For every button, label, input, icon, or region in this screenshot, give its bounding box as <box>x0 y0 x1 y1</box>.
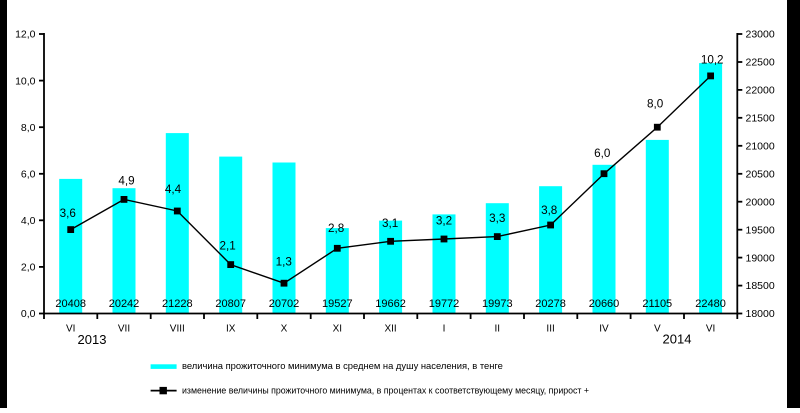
svg-text:22000: 22000 <box>746 85 775 97</box>
svg-text:3,2: 3,2 <box>436 215 452 228</box>
svg-text:18000: 18000 <box>746 308 775 320</box>
svg-text:2,1: 2,1 <box>219 239 235 252</box>
svg-text:10,2: 10,2 <box>701 53 724 66</box>
svg-text:21228: 21228 <box>162 298 193 310</box>
svg-text:20660: 20660 <box>589 298 620 310</box>
svg-text:20500: 20500 <box>746 168 775 180</box>
svg-text:4,9: 4,9 <box>118 175 134 188</box>
svg-text:12,0: 12,0 <box>15 29 36 41</box>
svg-text:3,1: 3,1 <box>382 217 398 230</box>
svg-text:22500: 22500 <box>746 57 775 69</box>
svg-text:IX: IX <box>226 324 236 335</box>
svg-text:6,0: 6,0 <box>21 168 36 180</box>
svg-text:3,3: 3,3 <box>489 212 505 225</box>
svg-text:19973: 19973 <box>482 298 513 310</box>
svg-text:18500: 18500 <box>746 280 775 292</box>
svg-text:III: III <box>546 324 554 335</box>
svg-text:I: I <box>443 324 446 335</box>
svg-text:8,0: 8,0 <box>21 122 36 134</box>
svg-text:XI: XI <box>333 324 342 335</box>
svg-text:20702: 20702 <box>269 298 300 310</box>
svg-text:VIII: VIII <box>170 324 185 335</box>
svg-text:21105: 21105 <box>642 298 672 310</box>
svg-text:22480: 22480 <box>695 298 726 310</box>
svg-text:XII: XII <box>384 324 396 335</box>
svg-text:19527: 19527 <box>322 298 353 310</box>
svg-text:23000: 23000 <box>746 29 775 41</box>
svg-text:8,0: 8,0 <box>647 98 664 111</box>
svg-text:4,0: 4,0 <box>21 215 36 227</box>
svg-text:1,3: 1,3 <box>276 256 292 269</box>
svg-text:V: V <box>654 324 661 335</box>
svg-text:3,6: 3,6 <box>60 207 76 220</box>
svg-text:0,0: 0,0 <box>21 308 36 320</box>
svg-text:20000: 20000 <box>746 196 775 208</box>
svg-text:величина прожиточного минимума: величина прожиточного минимума в среднем… <box>182 360 503 371</box>
svg-text:VI: VI <box>66 324 75 335</box>
svg-text:2,0: 2,0 <box>21 262 36 274</box>
svg-text:3,8: 3,8 <box>541 204 557 217</box>
svg-text:20278: 20278 <box>535 298 566 310</box>
svg-text:21500: 21500 <box>746 113 775 125</box>
svg-text:VII: VII <box>118 324 130 335</box>
svg-text:изменение величины прожиточног: изменение величины прожиточного минимума… <box>182 385 589 395</box>
svg-text:2014: 2014 <box>663 332 692 347</box>
svg-text:10,0: 10,0 <box>15 75 36 87</box>
svg-text:II: II <box>495 324 501 335</box>
svg-text:VI: VI <box>706 324 715 335</box>
svg-text:2,8: 2,8 <box>328 222 344 235</box>
svg-text:20807: 20807 <box>215 298 246 310</box>
svg-text:21000: 21000 <box>746 141 775 153</box>
svg-text:19000: 19000 <box>746 252 775 264</box>
svg-text:19500: 19500 <box>746 224 775 236</box>
svg-text:IV: IV <box>599 324 609 335</box>
svg-text:X: X <box>281 324 288 335</box>
svg-text:19662: 19662 <box>375 298 406 310</box>
svg-text:2013: 2013 <box>78 332 107 347</box>
svg-text:6,0: 6,0 <box>594 147 611 160</box>
svg-text:4,4: 4,4 <box>165 183 182 196</box>
svg-text:20242: 20242 <box>109 298 140 310</box>
svg-text:19772: 19772 <box>429 298 460 310</box>
svg-text:20408: 20408 <box>55 298 86 310</box>
